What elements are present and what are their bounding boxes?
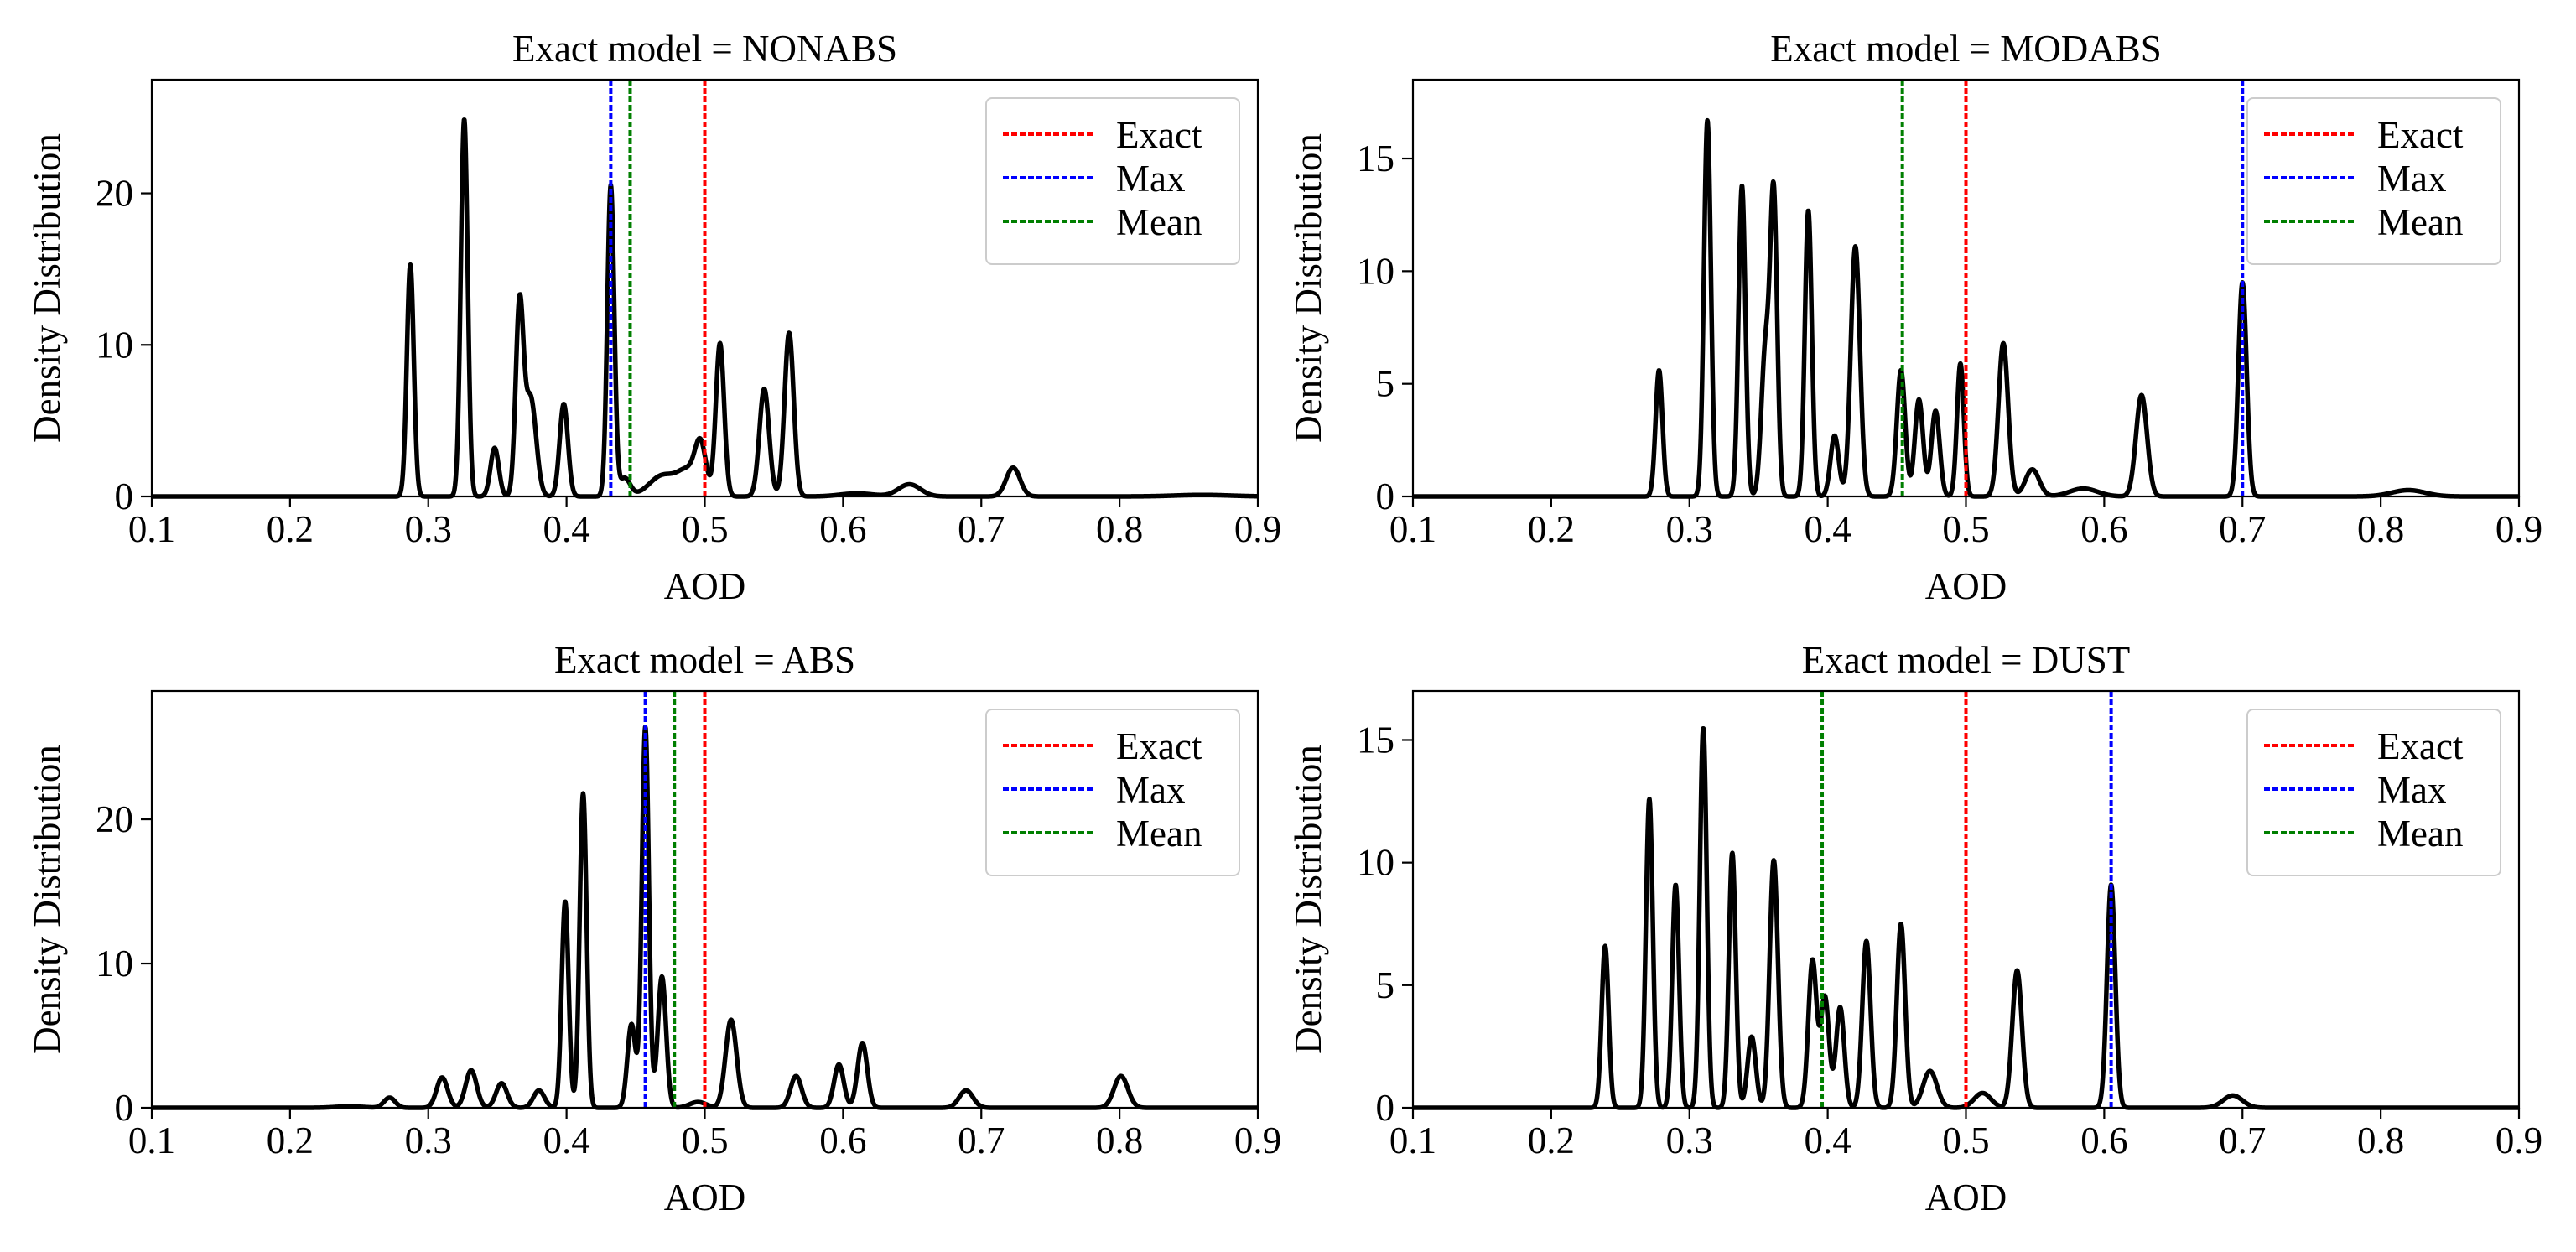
x-tick-label: 0.3: [1666, 1120, 1713, 1161]
x-tick-label: 0.5: [1942, 508, 1989, 550]
x-tick-label: 0.6: [819, 508, 866, 550]
x-tick-label: 0.6: [819, 1120, 866, 1161]
x-tick-label: 0.4: [543, 508, 590, 550]
legend-label-mean: Mean: [1116, 201, 1202, 243]
panel-nonabs: 0.1 0.2 0.3 0.4 0.5 0.6 0.7 0.8 0.9 0 10 20 Exact mo…: [26, 28, 1281, 607]
x-tick-label: 0.5: [1942, 1120, 1989, 1161]
x-tick-label: 0.6: [2080, 1120, 2127, 1161]
x-tick-label: 0.5: [681, 1120, 728, 1161]
x-tick-label: 0.7: [958, 508, 1005, 550]
x-tick-label: 0.7: [2219, 508, 2266, 550]
x-tick-label: 0.8: [2357, 1120, 2404, 1161]
y-tick-label: 10: [96, 324, 133, 366]
x-tick-label: 0.1: [1389, 508, 1436, 550]
y-tick-label: 10: [96, 943, 133, 984]
x-tick-label: 0.8: [1096, 508, 1143, 550]
x-tick-label: 0.2: [1528, 1120, 1575, 1161]
x-tick-label: 0.4: [1805, 508, 1852, 550]
chart-title: Exact model = ABS: [554, 639, 855, 681]
x-tick-label: 0.1: [1389, 1120, 1436, 1161]
x-tick-label: 0.7: [2219, 1120, 2266, 1161]
legend-label-mean: Mean: [2377, 201, 2463, 243]
x-tick-label: 0.3: [1666, 508, 1713, 550]
panel-modabs: 0.1 0.2 0.3 0.4 0.5 0.6 0.7 0.8 0.9 0 5 10 15 Exact m…: [1287, 28, 2542, 607]
legend-label-max: Max: [1116, 158, 1186, 200]
y-tick-label: 0: [115, 475, 134, 517]
y-tick-label: 5: [1376, 964, 1395, 1006]
y-tick-label: 20: [96, 798, 133, 840]
x-tick-label: 0.2: [1528, 508, 1575, 550]
y-tick-label: 20: [96, 173, 133, 215]
x-tick-label: 0.2: [267, 508, 314, 550]
legend-label-max: Max: [1116, 769, 1186, 811]
y-tick-label: 0: [1376, 1087, 1395, 1129]
y-tick-label: 10: [1357, 842, 1394, 884]
x-tick-label: 0.9: [1234, 508, 1281, 550]
legend-label-exact: Exact: [2377, 725, 2464, 767]
y-axis-label: Density Distribution: [26, 133, 68, 443]
x-tick-label: 0.2: [267, 1120, 314, 1161]
x-tick-label: 0.4: [1805, 1120, 1852, 1161]
x-tick-label: 0.6: [2080, 508, 2127, 550]
chart-title: Exact model = MODABS: [1770, 28, 2162, 70]
x-tick-label: 0.1: [128, 1120, 175, 1161]
x-tick-label: 0.9: [2496, 1120, 2542, 1161]
x-axis-label: AOD: [1925, 565, 2007, 607]
panel-dust: 0.1 0.2 0.3 0.4 0.5 0.6 0.7 0.8 0.9 0 5 10 15 Exact m…: [1287, 639, 2542, 1218]
x-tick-label: 0.7: [958, 1120, 1005, 1161]
y-axis-label: Density Distribution: [1287, 745, 1329, 1054]
y-tick-label: 0: [115, 1087, 134, 1129]
legend-label-max: Max: [2377, 769, 2447, 811]
y-axis-label: Density Distribution: [26, 745, 68, 1054]
y-tick-label: 5: [1376, 363, 1395, 405]
x-axis-label: AOD: [664, 565, 746, 607]
x-axis-label: AOD: [664, 1177, 746, 1218]
x-tick-label: 0.1: [128, 508, 175, 550]
x-tick-label: 0.8: [1096, 1120, 1143, 1161]
y-tick-label: 15: [1357, 719, 1394, 761]
legend-label-exact: Exact: [1116, 725, 1202, 767]
x-axis-label: AOD: [1925, 1177, 2007, 1218]
y-tick-label: 10: [1357, 250, 1394, 292]
legend-label-exact: Exact: [2377, 114, 2464, 156]
legend-label-max: Max: [2377, 158, 2447, 200]
x-tick-label: 0.4: [543, 1120, 590, 1161]
y-tick-label: 15: [1357, 138, 1394, 179]
x-tick-label: 0.3: [405, 508, 452, 550]
x-tick-label: 0.9: [1234, 1120, 1281, 1161]
legend-label-mean: Mean: [1116, 813, 1202, 855]
chart-title: Exact model = DUST: [1802, 639, 2131, 681]
legend-label-mean: Mean: [2377, 813, 2463, 855]
x-tick-label: 0.3: [405, 1120, 452, 1161]
y-tick-label: 0: [1376, 475, 1395, 517]
chart-title: Exact model = NONABS: [512, 28, 897, 70]
panel-abs: 0.1 0.2 0.3 0.4 0.5 0.6 0.7 0.8 0.9 0 10 20 Exact mo…: [26, 639, 1281, 1218]
x-tick-label: 0.9: [2496, 508, 2542, 550]
x-tick-label: 0.5: [681, 508, 728, 550]
y-axis-label: Density Distribution: [1287, 133, 1329, 443]
legend-label-exact: Exact: [1116, 114, 1202, 156]
x-tick-label: 0.8: [2357, 508, 2404, 550]
